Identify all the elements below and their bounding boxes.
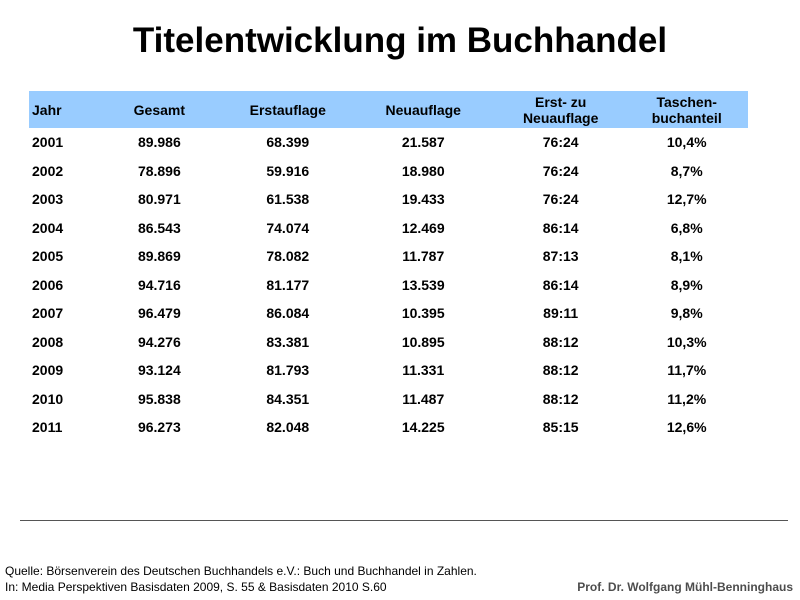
cell-gesamt: 96.479 <box>137 305 181 322</box>
cell-erstauflage: 86.084 <box>266 305 310 322</box>
cell-erstauflage: 82.048 <box>266 419 310 436</box>
cell-neuauflage: 11.787 <box>402 248 445 265</box>
cell-erstauflage: 78.082 <box>266 248 310 265</box>
header-ratio-line2: Neuauflage <box>522 109 599 126</box>
cell-jahr: 2007 <box>32 305 64 322</box>
table-row: 2008 94.276 83.381 10.895 88:12 10,3% <box>29 328 748 357</box>
cell-ratio: 88:12 <box>542 333 579 350</box>
cell-taschenbuchanteil: 9,8% <box>670 305 703 322</box>
cell-gesamt: 94.716 <box>137 276 181 293</box>
cell-ratio: 87:13 <box>542 248 579 265</box>
header-gesamt: Gesamt <box>93 91 225 128</box>
header-taschenbuchanteil: Taschen- buchanteil <box>625 91 748 128</box>
cell-gesamt: 78.896 <box>137 162 181 179</box>
cell-neuauflage: 21.587 <box>401 134 445 151</box>
cell-taschenbuchanteil: 11,2% <box>667 390 707 407</box>
cell-ratio: 89:11 <box>543 305 579 322</box>
header-tb-line1: Taschen- <box>656 93 717 110</box>
cell-jahr: 2001 <box>32 134 64 151</box>
table-header-row: Jahr Gesamt Erstauflage Neuauflage Erst-… <box>29 91 748 128</box>
header-jahr: Jahr <box>29 91 94 128</box>
cell-ratio: 85:15 <box>542 419 579 436</box>
header-tb-line2: buchanteil <box>651 109 722 126</box>
cell-erstauflage: 83.381 <box>266 333 310 350</box>
header-ratio-line1: Erst- zu <box>535 93 587 110</box>
cell-jahr: 2009 <box>32 362 64 379</box>
cell-taschenbuchanteil: 12,6% <box>666 419 707 436</box>
source-line-2: In: Media Perspektiven Basisdaten 2009, … <box>5 580 387 594</box>
page-title: Titelentwicklung im Buchhandel <box>132 21 668 60</box>
cell-gesamt: 86.543 <box>137 219 181 236</box>
table-body: 2001 89.986 68.399 21.587 76:24 10,4% 20… <box>29 128 748 442</box>
cell-erstauflage: 59.916 <box>266 162 310 179</box>
cell-gesamt: 94.276 <box>137 333 181 350</box>
cell-neuauflage: 12.469 <box>401 219 445 236</box>
cell-taschenbuchanteil: 10,4% <box>666 134 707 151</box>
cell-ratio: 86:14 <box>542 219 579 236</box>
cell-erstauflage: 74.074 <box>266 219 310 236</box>
table-row: 2007 96.479 86.084 10.395 89:11 9,8% <box>29 299 748 328</box>
cell-ratio: 76:24 <box>542 191 579 208</box>
source-line-1: Quelle: Börsenverein des Deutschen Buchh… <box>5 564 477 578</box>
cell-erstauflage: 81.793 <box>266 362 310 379</box>
cell-gesamt: 89.869 <box>137 248 181 265</box>
table-row: 2003 80.971 61.538 19.433 76:24 12,7% <box>29 185 748 214</box>
table-row: 2004 86.543 74.074 12.469 86:14 6,8% <box>29 214 748 243</box>
table-row: 2002 78.896 59.916 18.980 76:24 8,7% <box>29 157 748 186</box>
cell-gesamt: 93.124 <box>137 362 181 379</box>
cell-jahr: 2002 <box>32 162 64 179</box>
cell-ratio: 88:12 <box>542 362 579 379</box>
cell-neuauflage: 19.433 <box>401 191 445 208</box>
cell-jahr: 2004 <box>32 219 64 236</box>
cell-jahr: 2003 <box>32 191 64 208</box>
source-citation: Quelle: Börsenverein des Deutschen Buchh… <box>5 563 477 595</box>
cell-taschenbuchanteil: 6,8% <box>670 219 703 236</box>
cell-ratio: 76:24 <box>542 162 579 179</box>
cell-ratio: 88:12 <box>542 390 579 407</box>
header-ratio: Erst- zu Neuauflage <box>495 91 626 128</box>
table-row: 2005 89.869 78.082 11.787 87:13 8,1% <box>29 242 748 271</box>
cell-jahr: 2006 <box>32 276 64 293</box>
cell-ratio: 86:14 <box>542 276 579 293</box>
cell-taschenbuchanteil: 10,3% <box>666 333 707 350</box>
cell-gesamt: 96.273 <box>137 419 181 436</box>
cell-jahr: 2005 <box>32 248 64 265</box>
cell-neuauflage: 10.895 <box>401 333 445 350</box>
table-row: 2009 93.124 81.793 11.331 88:12 11,7% <box>29 356 748 385</box>
table-row: 2001 89.986 68.399 21.587 76:24 10,4% <box>29 128 748 157</box>
cell-erstauflage: 68.399 <box>266 134 310 151</box>
cell-gesamt: 89.986 <box>137 134 181 151</box>
cell-ratio: 76:24 <box>542 134 579 151</box>
cell-neuauflage: 13.539 <box>401 276 445 293</box>
cell-erstauflage: 81.177 <box>266 276 310 293</box>
cell-taschenbuchanteil: 8,7% <box>670 162 703 179</box>
table-row: 2011 96.273 82.048 14.225 85:15 12,6% <box>29 413 748 442</box>
header-neuauflage: Neuauflage <box>350 91 496 128</box>
cell-neuauflage: 18.980 <box>401 162 445 179</box>
cell-taschenbuchanteil: 11,7% <box>667 362 707 379</box>
cell-gesamt: 80.971 <box>137 191 181 208</box>
cell-jahr: 2008 <box>32 333 64 350</box>
cell-erstauflage: 84.351 <box>266 390 310 407</box>
table-row: 2006 94.716 81.177 13.539 86:14 8,9% <box>29 271 748 300</box>
cell-neuauflage: 11.487 <box>402 390 445 407</box>
cell-taschenbuchanteil: 12,7% <box>666 191 707 208</box>
cell-neuauflage: 10.395 <box>401 305 445 322</box>
header-erstauflage: Erstauflage <box>225 91 351 128</box>
cell-taschenbuchanteil: 8,9% <box>670 276 703 293</box>
cell-jahr: 2011 <box>32 419 63 436</box>
cell-neuauflage: 14.225 <box>401 419 445 436</box>
cell-gesamt: 95.838 <box>137 390 181 407</box>
cell-jahr: 2010 <box>32 390 64 407</box>
cell-taschenbuchanteil: 8,1% <box>670 248 703 265</box>
table-row: 2010 95.838 84.351 11.487 88:12 11,2% <box>29 385 748 414</box>
author-credit: Prof. Dr. Wolfgang Mühl-Benninghaus <box>577 580 793 594</box>
footer-divider <box>20 520 788 521</box>
cell-erstauflage: 61.538 <box>266 191 310 208</box>
cell-neuauflage: 11.331 <box>402 362 445 379</box>
title-statistics-table: Jahr Gesamt Erstauflage Neuauflage Erst-… <box>29 91 748 442</box>
